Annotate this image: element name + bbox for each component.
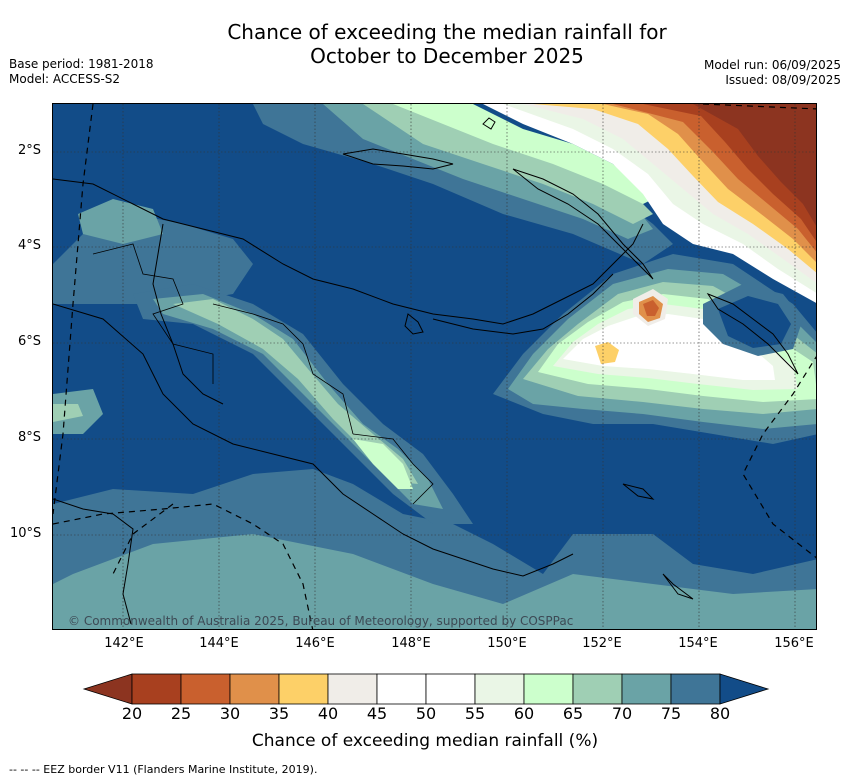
colorbar-segment xyxy=(376,673,427,705)
model-run: Model run: 06/09/2025 xyxy=(703,58,841,72)
base-period: Base period: 1981-2018 xyxy=(9,57,154,71)
eez-borders xyxy=(53,104,816,629)
region-north-65 xyxy=(363,104,653,224)
lon-label-150e: 150°E xyxy=(487,636,527,651)
issued-date: Issued: 08/09/2025 xyxy=(725,73,841,87)
copyright-notice: © Commonwealth of Australia 2025, Bureau… xyxy=(68,614,574,628)
colorbar-segment xyxy=(278,673,329,705)
region-west-70 xyxy=(78,199,163,244)
lat-label-8s: 8°S xyxy=(18,430,42,445)
lon-label-148e: 148°E xyxy=(391,636,431,651)
title-line-1: Chance of exceeding the median rainfall … xyxy=(227,20,667,44)
lat-label-4s: 4°S xyxy=(18,238,42,253)
colorbar-tick-labels: 20 25 30 35 40 45 50 55 60 65 70 75 80 xyxy=(0,705,850,725)
colorbar-over-arrow xyxy=(719,673,770,705)
colorbar-tick-label: 80 xyxy=(709,704,731,723)
colorbar-svg xyxy=(82,673,770,705)
lon-label-152e: 152°E xyxy=(582,636,622,651)
colorbar-tick-label: 70 xyxy=(611,704,633,723)
colorbar-tick-label: 60 xyxy=(513,704,535,723)
colorbar-segment xyxy=(474,673,525,705)
colorbar-tick-label: 40 xyxy=(317,704,339,723)
colorbar-tick-label: 20 xyxy=(121,704,143,723)
colorbar xyxy=(82,673,772,709)
lon-label-154e: 154°E xyxy=(678,636,718,651)
colorbar-tick-label: 25 xyxy=(170,704,192,723)
chart-title: Chance of exceeding the median rainfall … xyxy=(0,20,850,68)
model-name: Model: ACCESS-S2 xyxy=(9,72,121,86)
lat-label-2s: 2°S xyxy=(18,143,42,158)
colorbar-segment xyxy=(229,673,280,705)
region-ne-20 xyxy=(693,104,816,226)
lat-label-10s: 10°S xyxy=(10,526,42,541)
region-west-edge-65 xyxy=(53,404,83,422)
region-north-60 xyxy=(393,104,653,204)
province-borders xyxy=(92,243,434,505)
rainfall-map xyxy=(53,104,816,629)
graticule xyxy=(53,104,816,629)
colorbar-tick-label: 50 xyxy=(415,704,437,723)
region-spot-40 xyxy=(595,342,619,364)
region-spot-30 xyxy=(643,300,659,316)
colorbar-tick-label: 35 xyxy=(268,704,290,723)
colorbar-tick-label: 45 xyxy=(366,704,388,723)
colorbar-segment xyxy=(327,673,378,705)
colorbar-title: Chance of exceeding median rainfall (%) xyxy=(251,731,599,751)
title-line-2: October to December 2025 xyxy=(310,44,584,68)
colorbar-tick-label: 30 xyxy=(219,704,241,723)
colorbar-segment xyxy=(131,673,182,705)
region-highlands-65 xyxy=(173,299,418,484)
colorbar-segment xyxy=(180,673,231,705)
colorbar-segment xyxy=(621,673,672,705)
lat-label-6s: 6°S xyxy=(18,334,42,349)
colorbar-segment xyxy=(572,673,623,705)
meta-right: Model run: 06/09/2025 Issued: 08/09/2025 xyxy=(704,58,841,88)
colorbar-tick-label: 55 xyxy=(464,704,486,723)
colorbar-tick-label: 65 xyxy=(562,704,584,723)
lon-label-142e: 142°E xyxy=(104,636,144,651)
coastlines xyxy=(53,117,799,625)
eez-footnote: -- -- -- EEZ border V11 (Flanders Marine… xyxy=(9,763,318,776)
lon-label-144e: 144°E xyxy=(199,636,239,651)
region-highlands-60 xyxy=(353,439,413,489)
meta-left: Base period: 1981-2018 Model: ACCESS-S2 xyxy=(9,57,154,87)
lon-label-146e: 146°E xyxy=(295,636,335,651)
region-bougainville-80 xyxy=(718,296,791,348)
map-panel xyxy=(52,103,817,630)
region-north-75 xyxy=(253,104,673,264)
colorbar-segment xyxy=(425,673,476,705)
region-south-70 xyxy=(53,534,816,629)
lon-label-156e: 156°E xyxy=(774,636,814,651)
colorbar-segment xyxy=(670,673,721,705)
colorbar-under-arrow xyxy=(82,673,133,705)
colorbar-segment xyxy=(523,673,574,705)
colorbar-tick-label: 75 xyxy=(660,704,682,723)
